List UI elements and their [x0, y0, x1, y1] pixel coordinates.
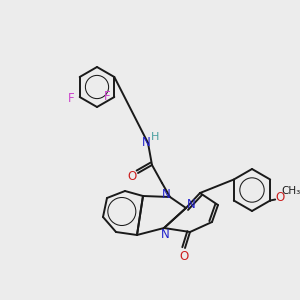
Text: O: O — [179, 250, 189, 262]
Text: N: N — [187, 197, 195, 211]
Text: N: N — [162, 188, 170, 202]
Text: O: O — [128, 169, 136, 182]
Text: CH₃: CH₃ — [282, 187, 300, 196]
Text: F: F — [104, 91, 111, 103]
Text: H: H — [151, 132, 159, 142]
Text: N: N — [142, 136, 150, 149]
Text: N: N — [160, 229, 169, 242]
Text: F: F — [68, 92, 75, 106]
Text: O: O — [276, 191, 285, 204]
